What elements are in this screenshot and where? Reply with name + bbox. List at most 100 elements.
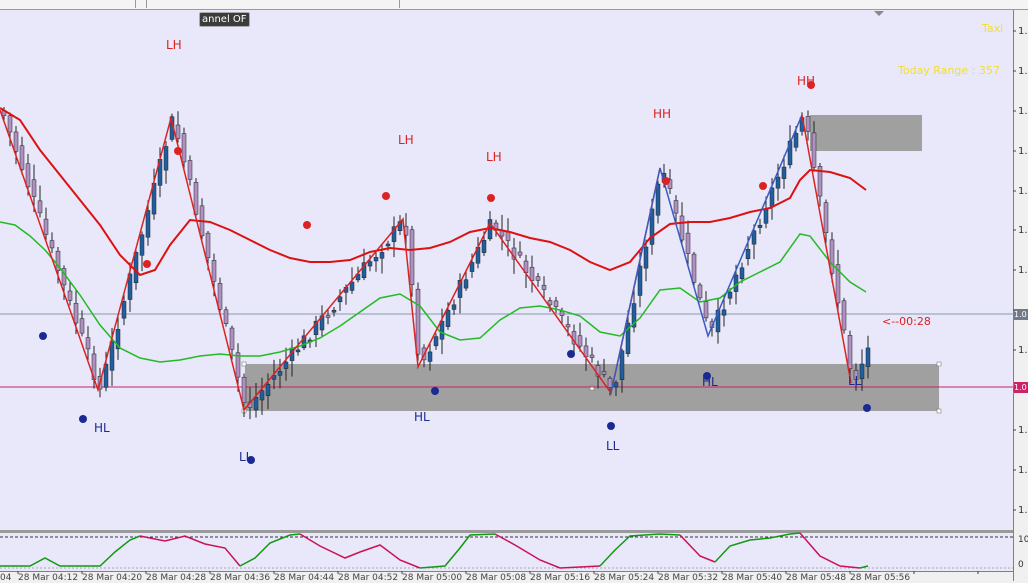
candle-body[interactable] <box>691 253 697 283</box>
candle-body[interactable] <box>715 309 721 333</box>
zone-handle[interactable] <box>936 361 942 367</box>
candle-body[interactable] <box>445 309 451 327</box>
candle-body[interactable] <box>109 341 115 371</box>
candle-body[interactable] <box>469 262 475 272</box>
candle-body[interactable] <box>373 257 379 262</box>
candle-body[interactable] <box>79 318 85 334</box>
swing-marker[interactable] <box>39 332 47 340</box>
candle-body[interactable] <box>829 239 835 274</box>
candle-body[interactable] <box>535 276 541 281</box>
candle-body[interactable] <box>331 309 337 313</box>
swing-marker[interactable] <box>247 456 255 464</box>
toolbar-segment[interactable] <box>136 0 147 8</box>
candle-body[interactable] <box>751 230 757 245</box>
candle-body[interactable] <box>415 288 421 355</box>
candle-body[interactable] <box>775 176 781 189</box>
candle-body[interactable] <box>229 327 235 350</box>
candle-body[interactable] <box>25 163 31 188</box>
candle-body[interactable] <box>265 383 271 396</box>
candle-body[interactable] <box>55 250 61 271</box>
swing-marker[interactable] <box>863 404 871 412</box>
candle-body[interactable] <box>547 300 553 306</box>
candle-body[interactable] <box>589 354 595 358</box>
swing-marker[interactable] <box>431 387 439 395</box>
candle-body[interactable] <box>391 226 397 242</box>
candle-body[interactable] <box>457 280 463 298</box>
swing-marker[interactable] <box>703 372 711 380</box>
candle-body[interactable] <box>439 320 445 340</box>
candle-body[interactable] <box>193 182 199 215</box>
swing-marker[interactable] <box>174 147 182 155</box>
candle-body[interactable] <box>139 234 145 256</box>
candle-body[interactable] <box>607 377 613 388</box>
candle-body[interactable] <box>115 329 121 350</box>
indicator-tag[interactable]: annel OF <box>199 12 250 27</box>
price-axis[interactable] <box>1013 10 1028 581</box>
toolbar-segment[interactable] <box>0 0 136 8</box>
candle-body[interactable] <box>127 273 133 300</box>
candle-body[interactable] <box>367 261 373 267</box>
candle-body[interactable] <box>565 324 571 328</box>
candle-body[interactable] <box>349 281 355 291</box>
zone-handle[interactable] <box>589 385 595 391</box>
candle-body[interactable] <box>145 210 151 238</box>
candle-body[interactable] <box>433 336 439 347</box>
candle-body[interactable] <box>553 300 559 307</box>
candle-body[interactable] <box>121 301 127 319</box>
candle-body[interactable] <box>313 320 319 335</box>
candle-body[interactable] <box>823 202 829 233</box>
candle-body[interactable] <box>649 208 655 245</box>
candle-body[interactable] <box>463 279 469 289</box>
candle-body[interactable] <box>613 382 619 388</box>
candle-body[interactable] <box>505 231 511 241</box>
supply-zone[interactable] <box>810 115 922 151</box>
candle-body[interactable] <box>253 397 259 411</box>
candle-body[interactable] <box>865 347 871 367</box>
candle-body[interactable] <box>67 290 73 301</box>
time-axis[interactable] <box>0 571 1013 582</box>
candle-body[interactable] <box>337 296 343 303</box>
candle-body[interactable] <box>643 246 649 269</box>
swing-marker[interactable] <box>607 422 615 430</box>
swing-marker[interactable] <box>143 260 151 268</box>
candle-body[interactable] <box>817 166 823 197</box>
candle-body[interactable] <box>295 349 301 353</box>
candle-body[interactable] <box>541 284 547 290</box>
candle-body[interactable] <box>559 310 565 316</box>
candle-body[interactable] <box>31 179 37 197</box>
candle-body[interactable] <box>235 352 241 378</box>
candle-body[interactable] <box>859 363 865 380</box>
candle-body[interactable] <box>811 132 817 168</box>
candle-body[interactable] <box>85 337 91 350</box>
chart-shift-marker[interactable] <box>874 11 884 16</box>
candle-body[interactable] <box>361 262 367 278</box>
candle-body[interactable] <box>451 304 457 310</box>
candle-body[interactable] <box>385 243 391 247</box>
candle-body[interactable] <box>787 140 793 166</box>
zone-handle[interactable] <box>936 408 942 414</box>
candle-body[interactable] <box>37 200 43 214</box>
candle-body[interactable] <box>283 361 289 369</box>
candle-body[interactable] <box>697 284 703 299</box>
candle-body[interactable] <box>379 252 385 259</box>
candle-body[interactable] <box>763 209 769 224</box>
candle-body[interactable] <box>205 232 211 258</box>
candle-body[interactable] <box>7 115 13 133</box>
candle-body[interactable] <box>679 215 685 241</box>
candle-body[interactable] <box>301 335 307 349</box>
swing-marker[interactable] <box>567 350 575 358</box>
candle-body[interactable] <box>325 315 331 318</box>
candle-body[interactable] <box>781 166 787 179</box>
candle-body[interactable] <box>619 350 625 380</box>
swing-marker[interactable] <box>759 182 767 190</box>
candle-body[interactable] <box>625 322 631 354</box>
candle-body[interactable] <box>577 335 583 347</box>
candle-body[interactable] <box>841 300 847 331</box>
candle-body[interactable] <box>805 116 811 132</box>
candle-body[interactable] <box>103 363 109 388</box>
swing-marker[interactable] <box>807 81 815 89</box>
candle-body[interactable] <box>847 335 853 369</box>
candle-body[interactable] <box>529 266 535 281</box>
candle-body[interactable] <box>19 145 25 170</box>
candle-body[interactable] <box>655 183 661 216</box>
